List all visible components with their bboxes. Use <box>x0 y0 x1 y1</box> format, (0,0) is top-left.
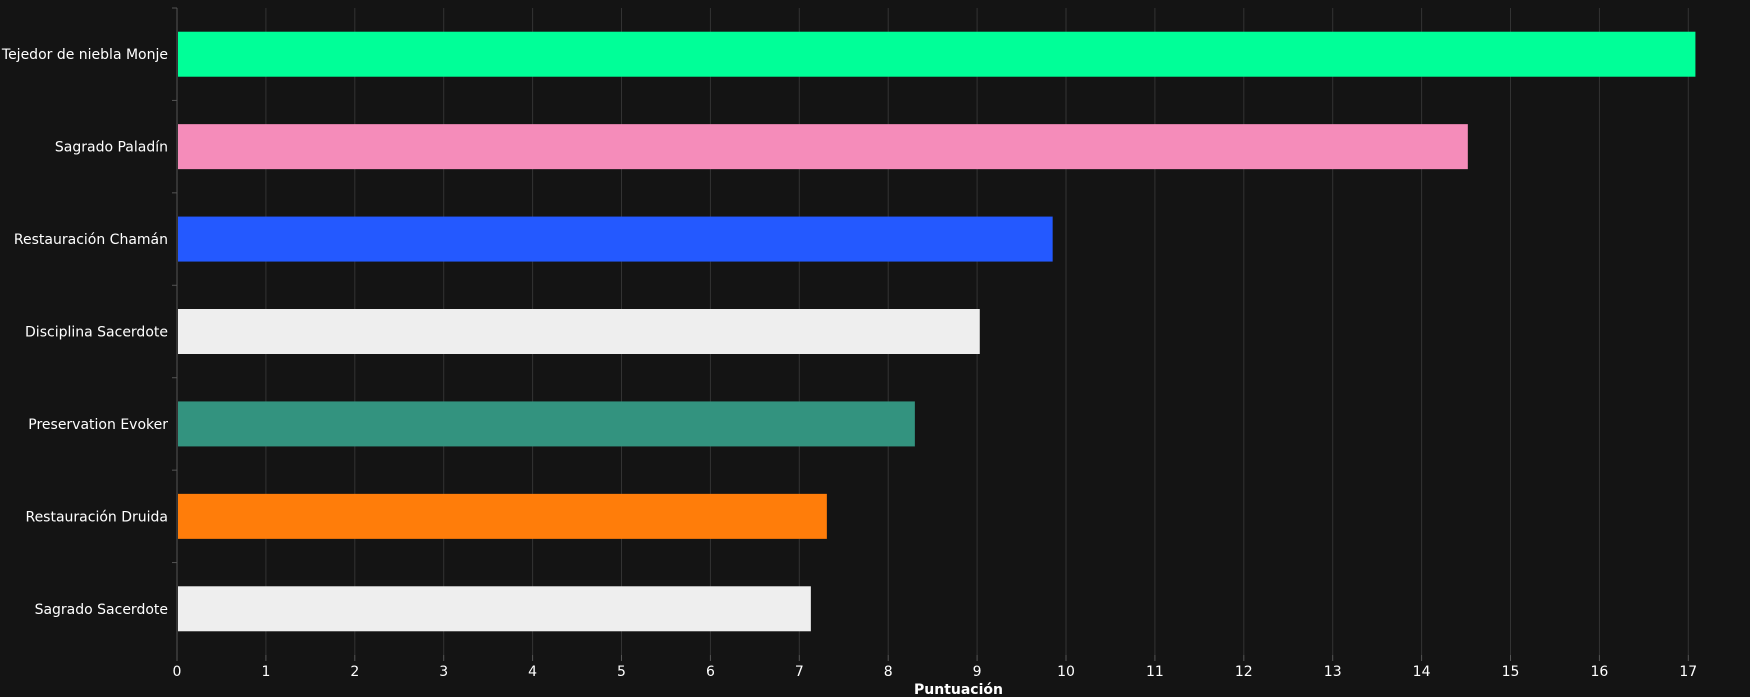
category-label: Disciplina Sacerdote <box>25 325 168 341</box>
bars <box>178 31 1696 632</box>
x-tick-label: 4 <box>528 664 537 680</box>
x-axis-title: Puntuación <box>914 682 1003 697</box>
bar <box>178 309 980 354</box>
category-label: Sagrado Sacerdote <box>35 602 168 618</box>
bar <box>178 216 1053 262</box>
x-tick-label: 16 <box>1590 664 1608 680</box>
bar <box>178 124 1468 170</box>
x-tick-labels: 0 1 2 3 4 5 6 7 8 9 10 11 12 13 14 15 16 17 <box>173 664 1698 680</box>
x-tick-label: 13 <box>1324 664 1342 680</box>
category-label: Sagrado Paladín <box>55 140 168 156</box>
bar <box>178 401 915 447</box>
bar <box>178 586 811 632</box>
x-tick-label: 5 <box>617 664 626 680</box>
x-tick-label: 8 <box>884 664 893 680</box>
x-tick-label: 2 <box>350 664 359 680</box>
x-tick-label: 9 <box>973 664 982 680</box>
x-tick-label: 6 <box>706 664 715 680</box>
x-tick-label: 12 <box>1235 664 1253 680</box>
category-label: Restauración Druida <box>25 509 168 525</box>
x-tick-label: 7 <box>795 664 804 680</box>
x-tick-label: 0 <box>173 664 182 680</box>
x-tick-label: 1 <box>261 664 270 680</box>
bar <box>178 31 1696 77</box>
category-label: Tejedor de niebla Monje <box>1 47 168 63</box>
bar <box>178 493 827 539</box>
category-label: Restauración Chamán <box>14 232 168 248</box>
category-labels: Tejedor de niebla Monje Sagrado Paladín Re… <box>1 47 168 618</box>
x-tick-label: 10 <box>1057 664 1075 680</box>
x-tick-label: 15 <box>1502 664 1520 680</box>
x-tick-label: 11 <box>1146 664 1164 680</box>
x-tick-label: 3 <box>439 664 448 680</box>
x-tick-label: 14 <box>1413 664 1431 680</box>
x-tick-label: 17 <box>1679 664 1697 680</box>
category-label: Preservation Evoker <box>28 417 168 433</box>
